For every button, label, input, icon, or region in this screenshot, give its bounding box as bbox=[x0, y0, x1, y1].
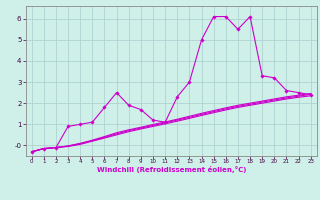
X-axis label: Windchill (Refroidissement éolien,°C): Windchill (Refroidissement éolien,°C) bbox=[97, 166, 246, 173]
